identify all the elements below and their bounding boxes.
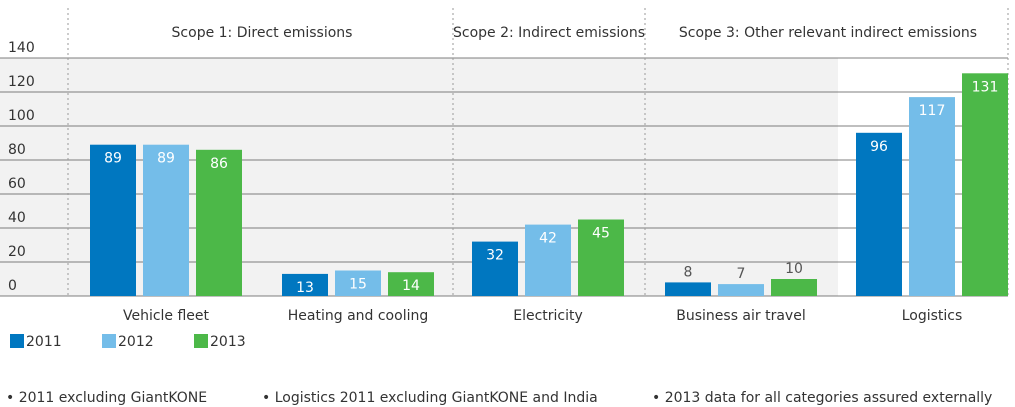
bar: [282, 273, 328, 296]
bar: [388, 272, 434, 296]
x-tick-label: Business air travel: [676, 308, 805, 324]
value-label: 42: [539, 231, 557, 247]
bar: [665, 282, 711, 296]
bar: [472, 241, 518, 296]
bar: [196, 149, 242, 296]
plot-background: [0, 58, 838, 296]
x-tick-label: Electricity: [513, 308, 583, 324]
value-label: 131: [972, 79, 999, 95]
legend-swatch: [10, 334, 24, 348]
x-tick-label: Vehicle fleet: [123, 308, 210, 324]
scope-label: Scope 3: Other relevant indirect emissio…: [679, 25, 977, 41]
y-tick-label: 100: [8, 108, 35, 124]
legend-swatch: [102, 334, 116, 348]
legend-swatch: [194, 334, 208, 348]
value-label: 15: [349, 277, 367, 293]
value-label: 86: [210, 156, 228, 172]
y-tick-label: 40: [8, 210, 26, 226]
value-label: 89: [104, 151, 122, 167]
scope-label: Scope 1: Direct emissions: [172, 25, 353, 41]
y-tick-label: 20: [8, 244, 26, 260]
value-label: 13: [296, 280, 314, 296]
legend-label: 2013: [210, 334, 246, 350]
legend-label: 2012: [118, 334, 154, 350]
bar: [143, 144, 189, 296]
bar: [525, 224, 571, 296]
bar: [909, 97, 955, 296]
footnote: • 2013 data for all categories assured e…: [652, 390, 992, 406]
value-label: 89: [157, 151, 175, 167]
value-label: 32: [486, 248, 504, 264]
value-label: 14: [402, 278, 420, 294]
bar: [335, 270, 381, 296]
bar: [856, 132, 902, 296]
bar: [718, 284, 764, 296]
value-label: 8: [684, 264, 693, 280]
bar: [962, 73, 1008, 296]
bar: [578, 219, 624, 296]
footnote: • Logistics 2011 excluding GiantKONE and…: [262, 390, 598, 406]
value-label: 45: [592, 226, 610, 242]
y-tick-label: 80: [8, 142, 26, 158]
value-label: 117: [919, 103, 946, 119]
value-label: 7: [737, 266, 746, 282]
y-tick-label: 0: [8, 278, 17, 294]
y-tick-label: 60: [8, 176, 26, 192]
legend-label: 2011: [26, 334, 62, 350]
bar: [90, 144, 136, 296]
footnote: • 2011 excluding GiantKONE: [6, 390, 207, 406]
value-label: 10: [785, 261, 803, 277]
x-tick-label: Heating and cooling: [288, 308, 428, 324]
bar: [771, 279, 817, 296]
scope-label: Scope 2: Indirect emissions: [453, 25, 645, 41]
y-tick-label: 140: [8, 40, 35, 56]
x-tick-label: Logistics: [902, 308, 963, 324]
value-label: 96: [870, 139, 888, 155]
y-tick-label: 120: [8, 74, 35, 90]
